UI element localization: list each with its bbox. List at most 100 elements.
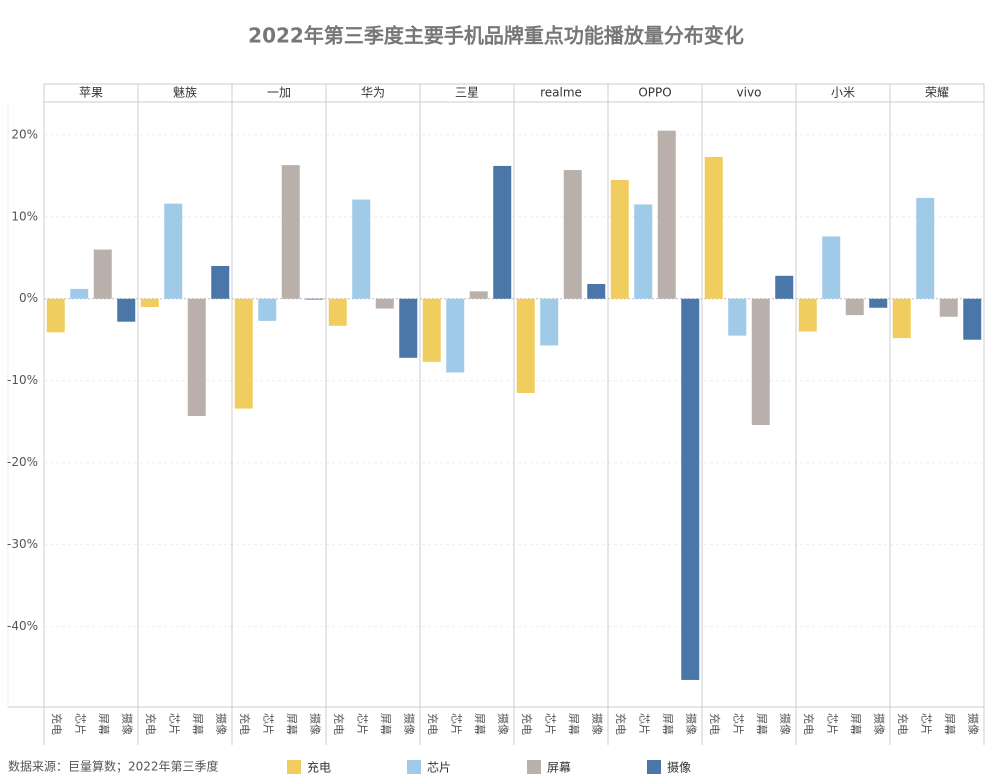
x-tick-label: 芯片 <box>449 713 463 735</box>
x-tick-label: 充电 <box>802 713 816 735</box>
bar <box>728 298 747 336</box>
y-tick-label: -30% <box>7 537 38 551</box>
x-tick-label: 芯片 <box>73 713 87 735</box>
facet-label: realme <box>540 86 582 100</box>
y-tick-label: 0% <box>19 291 38 305</box>
x-tick-label: 充电 <box>520 713 534 735</box>
x-tick-label: 充电 <box>896 713 910 735</box>
x-tick-label: 芯片 <box>261 713 275 735</box>
bar <box>469 291 488 299</box>
x-tick-label: 屏幕 <box>379 713 393 735</box>
x-tick-label: 芯片 <box>637 713 651 735</box>
x-tick-label: 屏幕 <box>191 713 205 735</box>
bar <box>70 288 89 299</box>
bar <box>211 265 230 299</box>
bar <box>140 298 159 307</box>
bar <box>493 165 512 299</box>
source-note: 数据来源：巨量算数；2022年第三季度 <box>8 759 219 774</box>
x-tick-label: 屏幕 <box>849 713 863 735</box>
bar <box>117 298 136 322</box>
x-tick-label: 充电 <box>332 713 346 735</box>
bar <box>305 298 324 300</box>
bar <box>352 199 371 299</box>
x-tick-label: 屏幕 <box>567 713 581 735</box>
y-tick-label: -10% <box>7 373 38 387</box>
bar <box>540 298 559 346</box>
x-tick-label: 屏幕 <box>661 713 675 735</box>
x-tick-label: 充电 <box>238 713 252 735</box>
x-tick-label: 摄像 <box>214 713 228 735</box>
bar <box>93 249 112 299</box>
x-tick-label: 摄像 <box>590 713 604 735</box>
x-tick-label: 充电 <box>708 713 722 735</box>
facet-label: OPPO <box>638 86 671 100</box>
bar <box>845 298 864 316</box>
legend-swatch <box>407 760 421 774</box>
x-tick-label: 摄像 <box>496 713 510 735</box>
bar <box>258 298 277 321</box>
bar <box>892 298 911 339</box>
bar <box>939 298 958 317</box>
bar <box>798 298 817 332</box>
y-tick-label: -20% <box>7 455 38 469</box>
bar <box>869 298 888 308</box>
bar <box>775 275 794 299</box>
bar <box>164 203 183 299</box>
x-tick-label: 摄像 <box>778 713 792 735</box>
x-tick-label: 充电 <box>144 713 158 735</box>
x-tick-label: 摄像 <box>308 713 322 735</box>
bar <box>516 298 535 394</box>
bar <box>587 283 606 299</box>
x-tick-label: 芯片 <box>167 713 181 735</box>
bar <box>657 130 676 299</box>
bar <box>822 236 841 299</box>
y-tick-label: -40% <box>7 619 38 633</box>
facet-label: 三星 <box>455 86 479 100</box>
bar <box>422 298 441 362</box>
bar <box>963 298 982 340</box>
chart-title: 2022年第三季度主要手机品牌重点功能播放量分布变化 <box>248 24 744 48</box>
x-tick-label: 屏幕 <box>97 713 111 735</box>
facet-label: 一加 <box>267 86 291 100</box>
bar <box>610 179 629 299</box>
bar <box>328 298 347 326</box>
bar <box>634 204 653 299</box>
x-tick-label: 屏幕 <box>943 713 957 735</box>
x-tick-label: 芯片 <box>919 713 933 735</box>
facet-label: vivo <box>737 86 762 100</box>
legend-swatch <box>647 760 661 774</box>
bar <box>375 298 394 309</box>
y-tick-label: 10% <box>11 209 38 223</box>
bar <box>681 298 700 680</box>
legend-label: 芯片 <box>427 761 451 775</box>
x-tick-label: 芯片 <box>825 713 839 735</box>
legend-swatch <box>287 760 301 774</box>
x-tick-label: 充电 <box>50 713 64 735</box>
x-tick-label: 充电 <box>426 713 440 735</box>
bar <box>446 298 465 373</box>
x-tick-label: 充电 <box>614 713 628 735</box>
legend-label: 屏幕 <box>547 761 571 775</box>
bar <box>704 156 723 299</box>
facet-label: 苹果 <box>79 86 103 100</box>
facet-label: 魅族 <box>173 85 197 100</box>
bar <box>187 298 206 416</box>
legend-label: 摄像 <box>667 760 691 775</box>
x-tick-label: 摄像 <box>872 713 886 735</box>
bar <box>751 298 770 425</box>
bar <box>399 298 418 358</box>
x-tick-label: 屏幕 <box>473 713 487 735</box>
x-tick-label: 芯片 <box>355 713 369 735</box>
facet-label: 小米 <box>831 86 855 100</box>
facet-label: 华为 <box>361 86 385 100</box>
x-tick-label: 芯片 <box>731 713 745 735</box>
y-tick-label: 20% <box>11 127 38 141</box>
x-tick-label: 屏幕 <box>285 713 299 735</box>
bar <box>234 298 253 409</box>
x-tick-label: 摄像 <box>966 713 980 735</box>
bar <box>563 170 582 299</box>
x-tick-label: 摄像 <box>120 713 134 735</box>
facet-label: 荣耀 <box>925 86 949 100</box>
legend-swatch <box>527 760 541 774</box>
